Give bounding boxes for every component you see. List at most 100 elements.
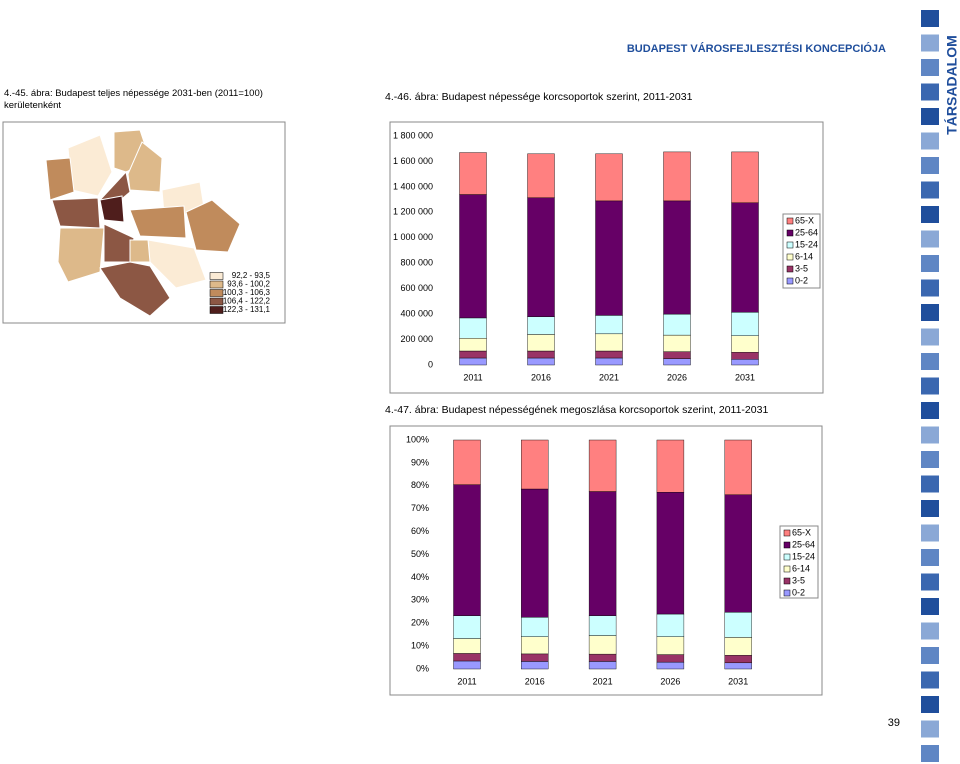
page-number: 39 [888,717,900,729]
y-tick-label: 1 400 000 [393,181,433,191]
side-decoration [921,549,939,566]
legend-label: 15-24 [792,551,815,561]
bar-segment [731,359,759,366]
bar-segment [588,615,617,636]
side-decoration [921,230,939,248]
legend-swatch [786,277,794,285]
chart-title: 4.-46. ábra: Budapest népessége korcsopo… [385,91,693,103]
map-caption: 4.-45. ábra: Budapest teljes népessége 2… [4,88,263,111]
bar-segment [595,357,623,366]
map [45,129,241,317]
bar-segment [724,655,752,664]
y-tick-label: 400 000 [400,308,433,318]
bar-segment [527,357,555,366]
y-tick-label: 10% [411,640,429,650]
bar-segment [521,636,549,655]
side-decoration [921,206,939,223]
side-decoration [921,524,939,542]
bar-segment [527,334,555,352]
bar-segment [663,200,691,315]
side-decoration [921,10,939,27]
y-tick-label: 50% [411,549,429,559]
x-tick-label: 2011 [463,372,482,382]
bar-segment [459,152,487,195]
bar-segment [453,653,481,662]
side-decoration [921,132,939,150]
bar-segment [588,491,617,616]
y-tick-label: 0% [416,663,429,673]
side-decoration [921,475,939,493]
bar-segment [521,617,549,637]
y-tick-label: 100% [406,434,429,444]
legend-swatch [783,529,791,537]
x-tick-label: 2016 [525,676,545,686]
legend-label: 0-2 [792,587,805,597]
map-legend-label: 106,4 - 122,2 [223,297,271,306]
bar-segment [527,316,555,335]
x-tick-label: 2021 [593,676,613,686]
bar-segment [656,636,685,655]
y-tick-label: 1 800 000 [393,130,433,140]
district [51,197,101,229]
y-tick-label: 0 [428,359,433,369]
legend-swatch [783,565,791,573]
map-legend-label: 122,3 - 131,1 [223,305,271,314]
bar-segment [459,317,487,339]
section-title: TÁRSADALOM [944,35,960,135]
bar-segment [663,313,691,336]
legend-label: 6-14 [795,251,813,261]
side-decoration [921,720,939,738]
x-tick-label: 2011 [457,676,476,686]
district [129,239,151,263]
bar-segment [459,194,487,319]
legend-label: 25-64 [792,539,815,549]
y-tick-label: 1 200 000 [393,207,433,217]
bar-segment [595,315,623,335]
bar-segment [595,200,623,316]
side-decoration [921,83,939,101]
bar-segment [527,153,555,198]
side-decoration [921,402,939,419]
district [99,195,125,223]
y-tick-label: 600 000 [400,283,433,293]
map-legend-label: 100,3 - 106,3 [223,288,271,297]
legend-label: 65-X [792,527,811,537]
side-decoration [921,255,939,272]
bar-segment [663,358,691,366]
side-decoration [921,426,939,444]
bar-segment [588,653,617,662]
x-tick-label: 2031 [735,372,755,382]
bar-segment [656,439,685,493]
bar-segment [595,153,623,202]
legend-swatch [783,541,791,549]
bar-segment [731,352,759,360]
legend-label: 6-14 [792,563,810,573]
legend-frame [782,213,821,289]
y-tick-label: 70% [411,503,429,513]
x-tick-label: 2026 [667,372,687,382]
bar-segment [521,653,549,662]
bar-segment [724,637,752,656]
bar-segment [656,661,685,670]
district [127,141,163,193]
side-decoration [921,181,939,199]
y-tick-label: 1 000 000 [393,232,433,242]
legend-label: 0-2 [795,275,808,285]
side-decoration [921,157,939,174]
legend-label: 65-X [795,215,814,225]
y-tick-label: 30% [411,595,429,605]
side-decoration [921,573,939,591]
bar-segment [453,484,481,616]
x-tick-label: 2031 [728,676,748,686]
legend-swatch [786,241,794,249]
side-decoration [921,671,939,689]
y-tick-label: 90% [411,457,429,467]
legend-swatch [783,577,791,585]
side-decoration [921,696,939,713]
map-legend-swatch [209,289,224,297]
side-decoration [921,59,939,76]
bar-segment [724,439,752,495]
map-legend-label: 93,6 - 100,2 [227,280,270,289]
district [45,157,75,201]
